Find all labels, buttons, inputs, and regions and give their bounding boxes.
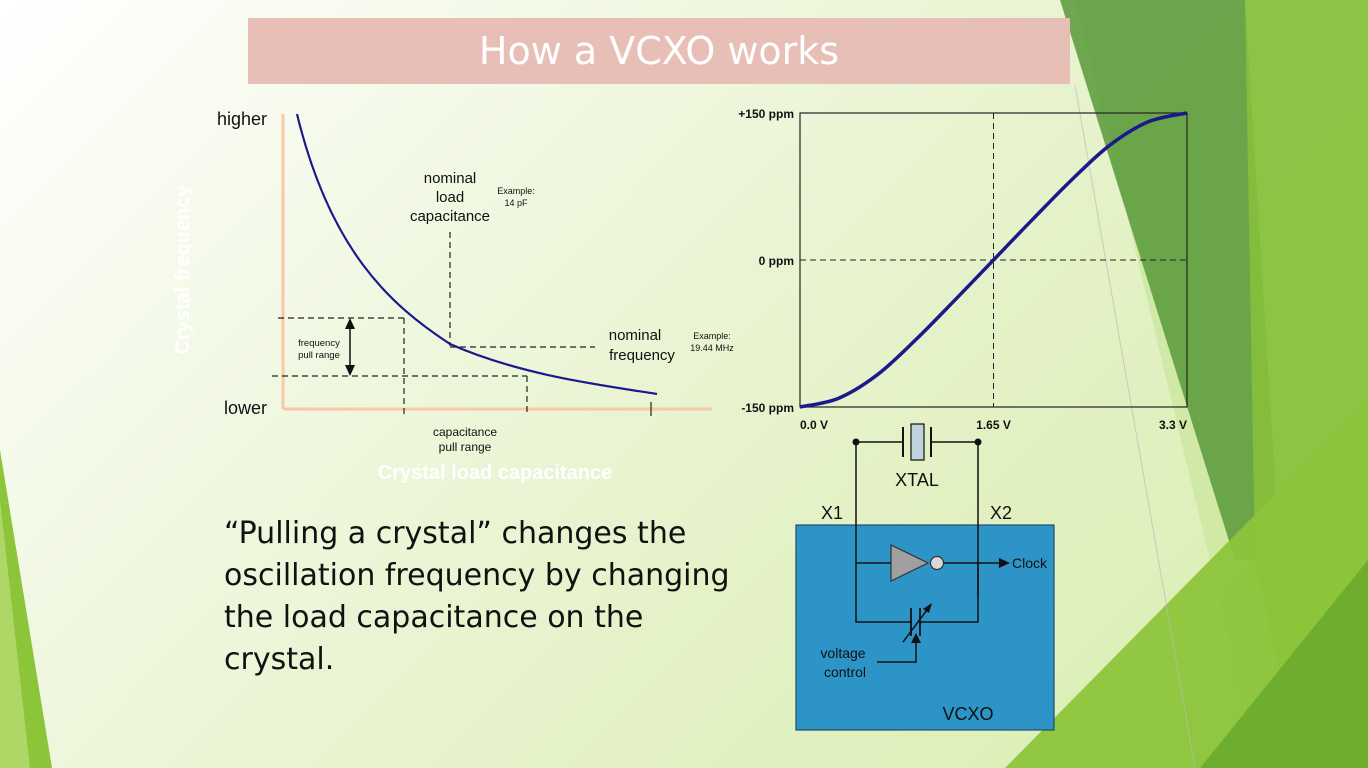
xtal-body [910,423,925,461]
cap-pull-label-2: pull range [439,440,492,454]
y-high-label: higher [217,109,267,129]
x2-node [974,438,982,446]
y-low-label: lower [224,398,267,418]
bottom-right-dark [1200,560,1368,768]
voltage-control-label-2: control [824,664,866,680]
clock-arrow-icon [999,558,1010,568]
x-axis-title: Crystal load capacitance [378,462,613,484]
freq-pull-label-2: pull range [298,350,340,361]
x2-label: X2 [990,503,1012,523]
slide-title: How a VCXO works [478,29,840,73]
nominal-freq-example-1: Example: [693,331,731,341]
loop-left-wire [855,598,902,623]
xtal-label: XTAL [895,470,939,490]
inverter-bubble-icon [929,555,945,571]
varicap-arrow-line [902,605,931,643]
loop-right-wire [930,563,979,623]
nominal-load-example-1: Example: [497,186,535,196]
cap-pull-label-1: capacitance [433,425,497,439]
body-text: “Pulling a crystal” changes the oscillat… [224,516,730,677]
x1-node [852,438,860,446]
nominal-load-label-3: capacitance [410,208,490,225]
decor-thin-line [1074,84,1196,768]
x-tick-labels: 0.0 V 1.65 V 3.3 V [800,418,1187,432]
nominal-freq-label-1: nominal [609,327,662,344]
y-tick-label: 0 ppm [759,254,794,268]
title-bar: How a VCXO works [248,18,1070,84]
clock-label: Clock [1012,555,1048,571]
vcxo-box [795,524,1055,731]
inverter-icon [890,544,930,582]
freq-pull-arrow-down-head [345,365,355,376]
x-tick-label: 1.65 V [976,418,1011,432]
voltage-control-label-1: voltage [820,645,865,661]
nominal-freq-example-2: 19.44 MHz [690,343,734,353]
y-tick-labels: +150 ppm 0 ppm -150 ppm [738,107,794,415]
x-tick-label: 3.3 V [1159,418,1187,432]
nominal-load-label-1: nominal [424,170,477,187]
y-tick-label: -150 ppm [741,401,794,415]
freq-pull-arrow-up-head [345,318,355,329]
nominal-load-example-2: 14 pF [504,198,528,208]
vcxo-label: VCXO [942,704,993,724]
left-light-triangle [0,500,30,768]
y-axis-title: Crystal frequency [172,185,194,355]
x-tick-label: 0.0 V [800,418,828,432]
nominal-freq-label-2: frequency [609,347,675,364]
x1-label: X1 [821,503,843,523]
varicap-arrow-icon [923,603,932,613]
voltage-control-arrow-icon [911,633,921,643]
nominal-load-label-2: load [436,189,464,206]
y-tick-label: +150 ppm [738,107,794,121]
freq-pull-label-1: frequency [298,338,340,349]
load-curve [295,113,658,396]
voltage-control-wire [877,640,917,663]
tuning-curve [799,111,1188,409]
